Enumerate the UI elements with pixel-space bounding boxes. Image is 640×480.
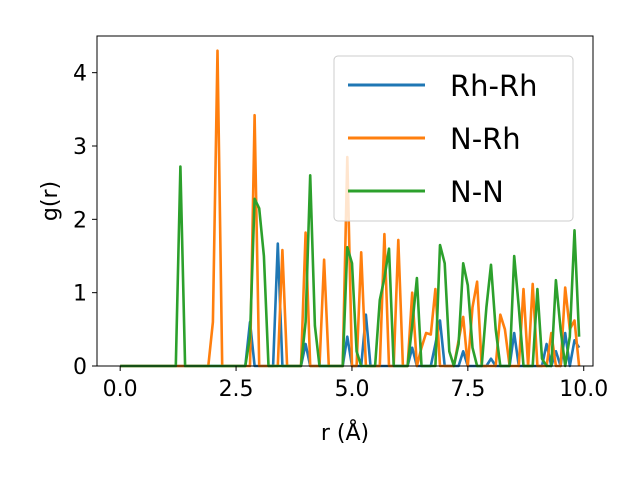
legend-label-rh-rh: Rh-Rh — [450, 69, 538, 103]
x-axis-label: r (Å) — [321, 419, 369, 446]
y-axis: 0 1 2 3 4 — [73, 62, 97, 380]
y-tick-label: 1 — [73, 282, 87, 307]
y-tick-label: 3 — [73, 135, 87, 160]
y-tick-label: 4 — [73, 62, 87, 87]
legend-label-n-rh: N-Rh — [450, 122, 521, 156]
x-tick-label: 0.0 — [103, 377, 138, 402]
x-tick-label: 2.5 — [219, 377, 254, 402]
x-tick-label: 5.0 — [334, 377, 369, 402]
y-axis-label: g(r) — [38, 181, 63, 221]
x-tick-label: 7.5 — [450, 377, 485, 402]
legend: Rh-Rh N-Rh N-N — [333, 55, 574, 222]
legend-box — [333, 55, 574, 222]
y-tick-label: 2 — [73, 208, 87, 233]
y-tick-label: 0 — [73, 355, 87, 380]
x-tick-label: 10.0 — [559, 377, 608, 402]
legend-entries: Rh-Rh N-Rh N-N — [348, 69, 538, 209]
legend-label-n-n: N-N — [450, 175, 504, 209]
x-axis: 0.0 2.5 5.0 7.5 10.0 — [103, 366, 608, 402]
plot-frame — [96, 35, 594, 367]
